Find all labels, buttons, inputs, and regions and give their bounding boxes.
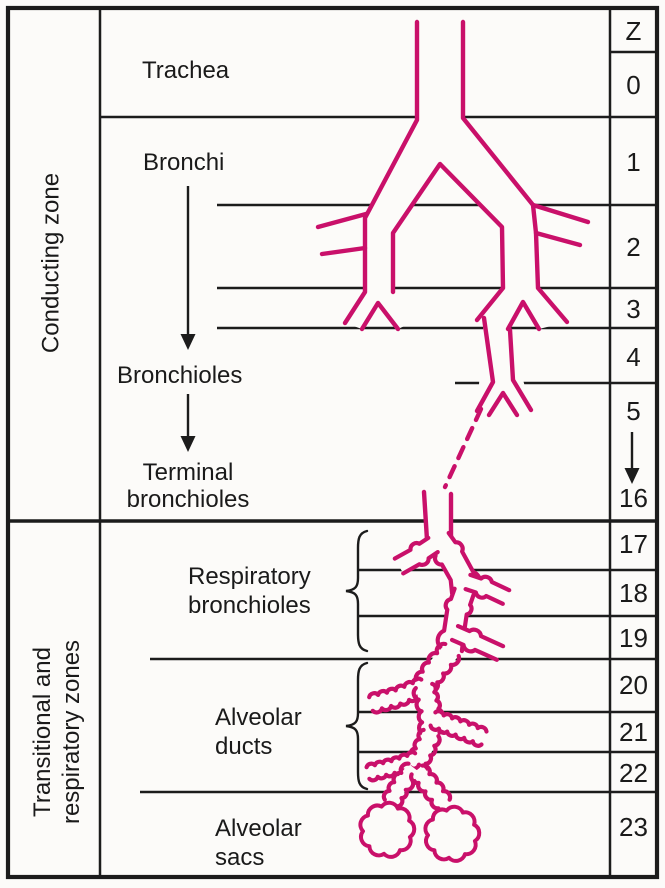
z-value-21: 21 (619, 717, 648, 747)
grouping-braces (345, 529, 369, 791)
alveolar-sacs-label: Alveolar sacs (215, 814, 302, 872)
transitional-zone-label-line1: Transitional and (29, 647, 56, 817)
z-value-16: 16 (619, 483, 648, 513)
respiratory-bronchioles-line1: Respiratory (188, 563, 311, 590)
z-column-header: Z (625, 16, 642, 46)
terminal-bronchioles-label: Terminal bronchioles (108, 459, 268, 513)
conducting-zone-label: Conducting zone (37, 172, 65, 354)
trachea-label: Trachea (142, 57, 230, 84)
respiratory-bronchioles-label: Respiratory bronchioles (188, 562, 311, 620)
z-value-3: 3 (626, 294, 641, 324)
flow-arrows (180, 186, 640, 484)
respiratory-bronchioles-line2: bronchioles (188, 592, 311, 619)
alveolar-ducts-line2: ducts (215, 733, 273, 760)
transitional-zone-label: Transitional and respiratory zones (28, 640, 86, 824)
alveolar-sacs-line2: sacs (215, 844, 265, 871)
terminal-bronchioles-line2: bronchioles (126, 486, 250, 513)
alveolar-sacs-line1: Alveolar (215, 815, 302, 842)
z-value-22: 22 (619, 758, 648, 788)
z-value-19: 19 (619, 623, 648, 653)
airway-tree-illustration (315, 19, 591, 863)
transitional-zone-label-line2: respiratory zones (58, 639, 85, 825)
alveolar-ducts-label: Alveolar ducts (215, 703, 302, 761)
z-value-0: 0 (626, 70, 641, 100)
z-value-20: 20 (619, 670, 648, 700)
terminal-bronchioles-line1: Terminal (142, 459, 234, 486)
alveolar-ducts-line1: Alveolar (215, 704, 302, 731)
z-value-23: 23 (619, 812, 648, 842)
z-value-17: 17 (619, 529, 648, 559)
z-value-18: 18 (619, 578, 648, 608)
bronchi-label: Bronchi (143, 149, 225, 176)
bronchioles-label: Bronchioles (117, 362, 243, 389)
z-value-2: 2 (626, 232, 641, 262)
table-grid-lines (5, 5, 660, 880)
z-value-4: 4 (626, 342, 641, 372)
z-value-1: 1 (626, 147, 641, 177)
z-value-5: 5 (626, 396, 641, 426)
